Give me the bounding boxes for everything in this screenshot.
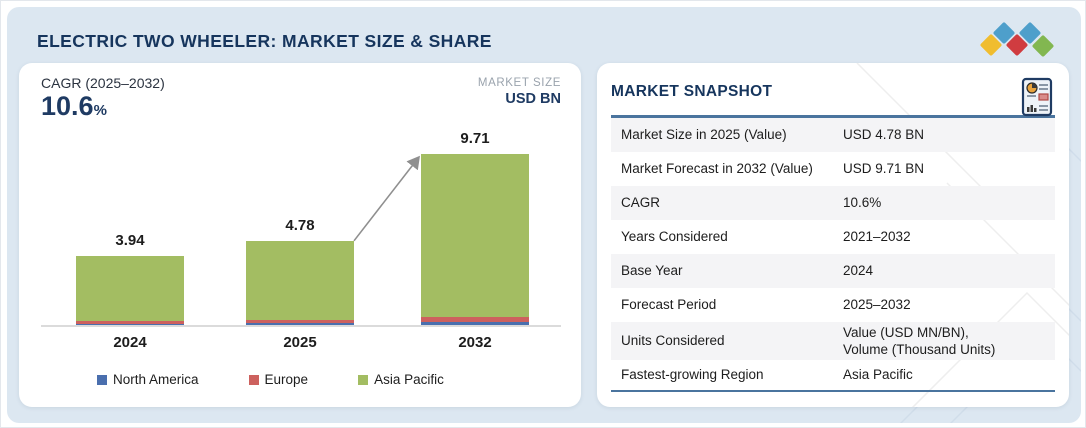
table-row: Market Size in 2025 (Value) USD 4.78 BN (611, 117, 1055, 152)
row-label: Units Considered (621, 333, 725, 348)
row-value: Asia Pacific (843, 367, 913, 382)
snapshot-inner: MARKET SNAPSHOT (597, 63, 1069, 407)
table-row: Base Year 2024 (611, 253, 1055, 288)
bar-stack-2032 (421, 154, 529, 325)
row-value: USD 4.78 BN (843, 127, 925, 142)
x-axis-label: 2025 (283, 334, 317, 351)
market-size-block: MARKET SIZE USD BN (478, 77, 561, 107)
x-axis-line (41, 325, 561, 327)
segment-north-america (76, 323, 184, 325)
snapshot-table: Market Size in 2025 (Value) USD 4.78 BN Ma… (611, 117, 1055, 390)
segment-asia-pacific (246, 240, 354, 321)
row-value: USD 9.71 BN (843, 161, 925, 176)
legend-swatch-icon (248, 374, 259, 385)
table-row: CAGR 10.6% (611, 185, 1055, 220)
row-value: 2024 (843, 263, 874, 278)
cagr-number: 10.6 (41, 91, 94, 121)
row-label: Market Forecast in 2032 (Value) (621, 161, 813, 176)
x-axis-label: 2024 (113, 334, 147, 351)
table-row: Fastest-growing Region Asia Pacific (611, 360, 1055, 390)
brand-logo (979, 21, 1055, 65)
row-value: Value (USD MN/BN), Volume (Thousand Unit… (843, 324, 996, 357)
table-row: Market Forecast in 2032 (Value) USD 9.71 … (611, 152, 1055, 186)
cagr-percent-sign: % (93, 102, 107, 119)
row-label: Base Year (621, 263, 683, 278)
report-icon (1021, 77, 1053, 117)
legend-label: Europe (264, 372, 309, 387)
table-row: Units Considered Value (USD MN/BN), Volum… (611, 321, 1055, 360)
row-value: 10.6% (843, 195, 882, 210)
table-row: Forecast Period 2025–2032 (611, 288, 1055, 322)
chart-legend: North America Europe Asia Pacific (97, 372, 444, 387)
bar-stack-2024 (76, 255, 184, 325)
segment-asia-pacific (76, 255, 184, 321)
x-axis-label: 2032 (458, 334, 492, 351)
legend-item-north-america: North America (97, 372, 199, 387)
bar-stack-2025 (246, 240, 354, 325)
bar-2025: 4.78 (246, 63, 354, 325)
cagr-label: CAGR (2025–2032) (41, 75, 165, 91)
legend-swatch-icon (358, 374, 369, 385)
row-label: Market Size in 2025 (Value) (621, 127, 787, 142)
legend-item-europe: Europe (248, 372, 309, 387)
page-title: ELECTRIC TWO WHEELER: MARKET SIZE & SHAR… (37, 31, 492, 51)
bar-2032: 9.71 (421, 63, 529, 325)
bar-value-label: 9.71 (460, 130, 490, 147)
legend-label: Asia Pacific (374, 372, 444, 387)
bar-2024: 3.94 (76, 63, 184, 325)
legend-item-asia-pacific: Asia Pacific (358, 372, 444, 387)
bar-value-label: 4.78 (285, 216, 315, 234)
row-label: Forecast Period (621, 297, 717, 312)
snapshot-bottom-rule (611, 389, 1055, 392)
segment-asia-pacific (421, 154, 529, 317)
snapshot-header: MARKET SNAPSHOT (611, 77, 1055, 117)
row-value: 2021–2032 (843, 229, 911, 244)
segment-europe (246, 320, 354, 324)
row-value: 2025–2032 (843, 297, 911, 312)
background-panel: ELECTRIC TWO WHEELER: MARKET SIZE & SHAR… (7, 7, 1081, 423)
legend-label: North America (113, 372, 199, 387)
snapshot-top-rule (611, 115, 1055, 118)
row-label: Years Considered (621, 229, 728, 244)
row-label: CAGR (621, 195, 661, 210)
table-row: Years Considered 2021–2032 (611, 220, 1055, 254)
market-size-unit: USD BN (505, 91, 561, 107)
segment-north-america (246, 323, 354, 325)
segment-europe (421, 316, 529, 322)
bar-value-label: 3.94 (115, 231, 145, 249)
segment-europe (76, 320, 184, 324)
market-snapshot-card: MARKET SNAPSHOT (597, 63, 1069, 407)
market-size-chart-card: CAGR (2025–2032) 10.6% MARKET SIZE USD B… (19, 63, 581, 407)
market-size-label: MARKET SIZE (477, 77, 561, 89)
legend-swatch-icon (97, 374, 107, 385)
bar-chart-plot: 3.94 2024 4.78 2025 9.71 2032 (19, 63, 581, 407)
cagr-block: CAGR (2025–2032) 10.6% (41, 75, 165, 126)
row-label: Fastest-growing Region (621, 367, 764, 382)
segment-north-america (421, 321, 529, 325)
snapshot-title: MARKET SNAPSHOT (611, 83, 773, 100)
cagr-value: 10.6% (41, 91, 165, 126)
